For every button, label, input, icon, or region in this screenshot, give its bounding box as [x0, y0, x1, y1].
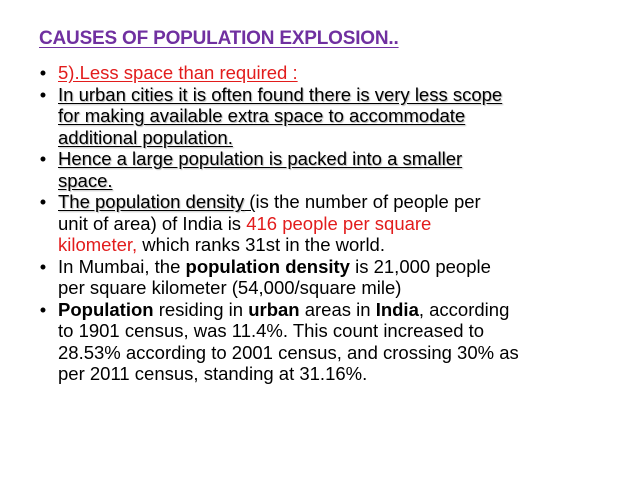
word-urban: urban	[248, 298, 300, 320]
bullet-text-line: per 2011 census, standing at 31.16%.	[58, 363, 368, 384]
bullet-text-line: Hence a large population is packed into …	[58, 148, 463, 169]
bullet-item-urban-cities: • In urban cities it is often found ther…	[32, 84, 612, 149]
density-term-bold: population density	[185, 255, 350, 277]
paren-open: (	[244, 191, 256, 212]
density-term: The population density	[58, 191, 245, 212]
bullet-text: is 21,000 people	[349, 255, 491, 277]
bullet-list: • 5).Less space than required : • In urb…	[32, 62, 612, 385]
bullet-icon: •	[39, 255, 47, 277]
bullet-text: , according	[418, 298, 510, 320]
word-population: Population	[58, 298, 154, 320]
bullet-text-line: for making available extra space to acco…	[58, 105, 466, 126]
bullet-icon: •	[39, 62, 47, 83]
bullet-icon: •	[39, 191, 47, 212]
slide-title: CAUSES OF POPULATION EXPLOSION..	[39, 28, 399, 49]
bullet-icon: •	[39, 298, 47, 320]
bullet-item-density-india: • The population density (is the number …	[32, 191, 612, 256]
word-india: India	[375, 298, 419, 320]
bullet-item-packed: • Hence a large population is packed int…	[32, 148, 612, 191]
density-value-unit: kilometer,	[58, 234, 138, 255]
bullet-item-census: • Population residing in urban areas in …	[32, 299, 612, 385]
bullet-text: residing in	[153, 298, 249, 320]
bullet-text-line: space.	[58, 169, 113, 191]
bullet-item-less-space: • 5).Less space than required :	[32, 62, 612, 84]
bullet-item-mumbai: • In Mumbai, the population density is 2…	[32, 256, 612, 299]
bullet-text-line: per square kilometer (54,000/square mile…	[58, 277, 402, 298]
bullet-text-line: additional population.	[58, 126, 233, 148]
bullet-text-less-space: 5).Less space than required :	[58, 62, 298, 83]
bullet-text: In Mumbai, the	[58, 255, 186, 277]
bullet-text-line: 28.53% according to 2001 census, and cro…	[58, 341, 519, 363]
bullet-icon: •	[39, 148, 47, 169]
bullet-text: is the number of people per	[255, 191, 481, 212]
bullet-text: unit of area) of India is	[58, 212, 247, 234]
density-value: 416 people per square	[246, 212, 432, 234]
bullet-icon: •	[39, 83, 47, 105]
bullet-text-line: to 1901 census, was 11.4%. This count in…	[58, 320, 485, 341]
bullet-text: areas in	[299, 298, 376, 320]
bullet-text: which ranks 31st in the world.	[137, 234, 385, 255]
bullet-text-line: In urban cities it is often found there …	[58, 83, 503, 105]
